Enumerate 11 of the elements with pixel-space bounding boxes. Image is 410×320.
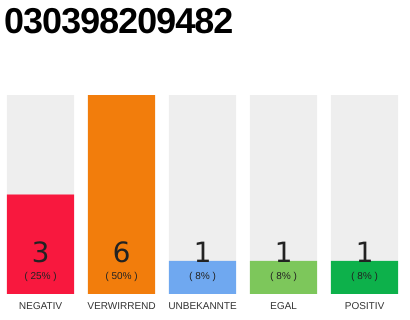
- data-label: 1 ( 8% ): [351, 236, 378, 282]
- x-tick-label: NEGATIV: [18, 300, 62, 312]
- chart-title: 030398209482: [4, 0, 232, 42]
- x-tick-label: UNBEKANNTE: [168, 300, 237, 312]
- data-label: 1 ( 8% ): [189, 236, 216, 282]
- x-tick-label: POSITIV: [344, 300, 385, 312]
- x-tick-label: EGAL: [270, 300, 298, 312]
- data-label: 3 ( 25% ): [24, 236, 57, 282]
- x-tick-label: VERWIRREND: [87, 300, 156, 312]
- data-label: 1 ( 8% ): [270, 236, 297, 282]
- data-label: 6 ( 50% ): [105, 236, 138, 282]
